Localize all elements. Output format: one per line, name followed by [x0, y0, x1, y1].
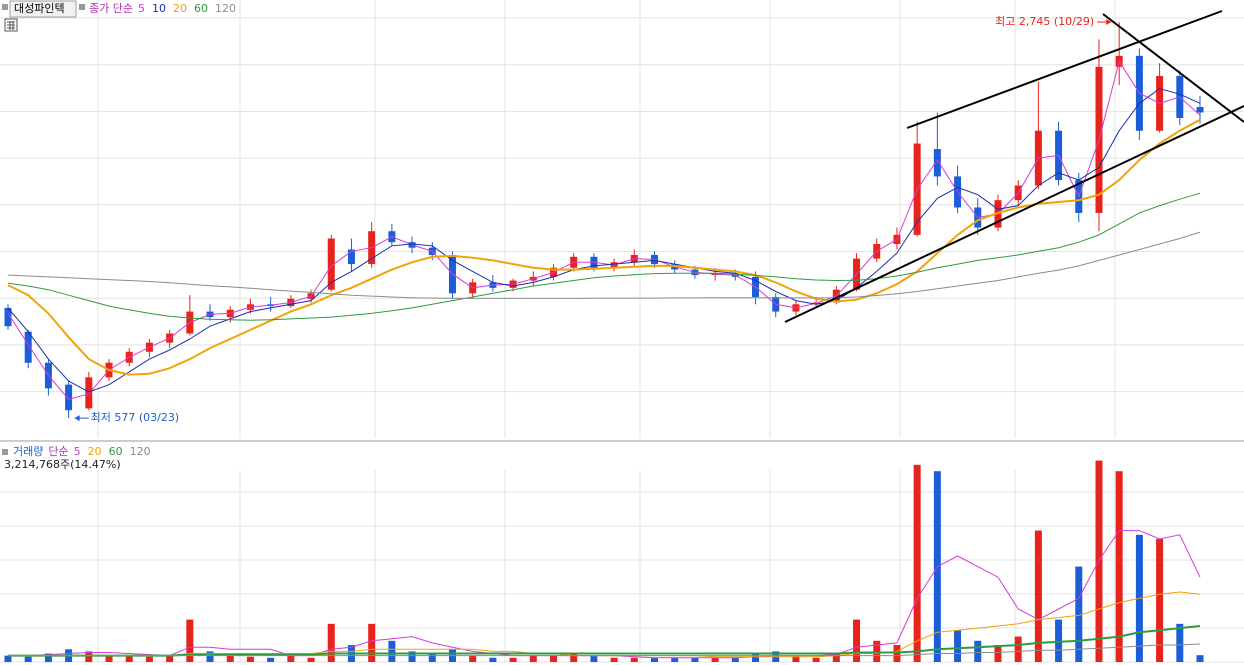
moving-average-line [8, 625, 1201, 657]
moving-average-line [8, 643, 1201, 657]
low-label: 최저 577 (03/23) [91, 411, 180, 424]
volume-bar [873, 640, 881, 662]
volume-bar [368, 623, 376, 662]
volume-bar [267, 657, 275, 662]
trend-line [1102, 13, 1244, 123]
volume-bar [1156, 539, 1164, 662]
plot [4, 22, 1204, 662]
legend-title: 종가 단순 [89, 2, 133, 15]
legend-entry: 60 [109, 445, 123, 458]
volume-bar [1196, 655, 1204, 662]
panel-icon [2, 449, 8, 455]
volume-bar [4, 655, 12, 662]
legend-entry: 10 [152, 2, 166, 15]
candle-body [327, 238, 335, 290]
volume-bar [428, 653, 436, 662]
volume-bar [691, 657, 699, 662]
legend-entry: 20 [88, 445, 102, 458]
high-label: 최고 2,745 (10/29) [995, 15, 1094, 28]
volume-bar [752, 653, 760, 662]
chart-title: 대성파인텍 [14, 2, 65, 15]
volume-bar [408, 651, 416, 662]
legend-entry: 120 [130, 445, 151, 458]
volume-bar [893, 645, 901, 662]
volume-bar [731, 657, 739, 662]
moving-average-line [7, 60, 1201, 400]
volume-bar [469, 655, 477, 662]
moving-average-line [7, 192, 1201, 321]
volume-bar [651, 657, 659, 662]
candle-body [85, 377, 93, 409]
volume-bar [792, 655, 800, 662]
panel-icon [2, 4, 8, 10]
volume-bar [105, 655, 113, 662]
volume-bar [1055, 619, 1063, 662]
volume-bar [1115, 471, 1123, 662]
candle-body [933, 149, 941, 177]
volume-bar [307, 657, 315, 662]
volume-bar [489, 657, 497, 662]
volume-bar [1075, 566, 1083, 662]
volume-subtitle: 3,214,768주(14.47%) [4, 458, 121, 471]
candle-body [24, 331, 32, 363]
candle-body [4, 307, 12, 327]
candle-body [1196, 106, 1204, 113]
volume-bar [226, 655, 234, 662]
volume-bar [388, 640, 396, 662]
low-arrow-head [74, 415, 80, 422]
legend-entry: 120 [215, 2, 236, 15]
volume-bar [166, 655, 174, 662]
volume-bar [186, 619, 194, 662]
legend-icon [79, 4, 85, 10]
legend-entry: 5 [74, 445, 81, 458]
legend-title: 단순 [48, 445, 68, 458]
volume-bar [913, 464, 921, 662]
legend-entry: 60 [194, 2, 208, 15]
volume-bar [125, 655, 133, 662]
volume-bar [1034, 530, 1042, 662]
volume-bar [711, 657, 719, 662]
volume-bar [1014, 636, 1022, 662]
trend-line [906, 10, 1223, 129]
volume-bar [529, 655, 537, 662]
high-arrow-head [1106, 19, 1112, 26]
volume-bar [509, 657, 517, 662]
volume-bar [974, 640, 982, 662]
table-icon-lines [7, 21, 15, 30]
moving-average-line [7, 88, 1201, 393]
candle-body [347, 249, 355, 265]
volume-bar [954, 630, 962, 662]
legend-entry: 5 [138, 2, 145, 15]
volume-bar [246, 656, 254, 662]
volume-bar [145, 656, 153, 662]
volume-bar [1176, 623, 1184, 662]
volume-bar [994, 645, 1002, 662]
volume-bar [327, 623, 335, 662]
volume-bar [590, 655, 598, 662]
volume-bar [853, 619, 861, 662]
title-button[interactable] [9, 0, 77, 18]
volume-bar [832, 653, 840, 662]
trend-line [784, 105, 1244, 323]
moving-average-line [7, 118, 1201, 376]
volume-bar [570, 653, 578, 662]
volume-bar [24, 656, 32, 662]
volume-bar [549, 655, 557, 662]
volume-bar [630, 657, 638, 662]
volume-bar [85, 651, 93, 662]
volume-bar [287, 655, 295, 662]
volume-bar [812, 657, 820, 662]
volume-bar [44, 653, 52, 662]
volume-bar [671, 657, 679, 662]
legend-entry: 20 [173, 2, 187, 15]
moving-average-line [7, 231, 1201, 299]
volume-bar [206, 651, 214, 662]
volume-bar [610, 657, 618, 662]
candle-body [65, 384, 73, 411]
volume-title: 거래량 [13, 445, 43, 458]
